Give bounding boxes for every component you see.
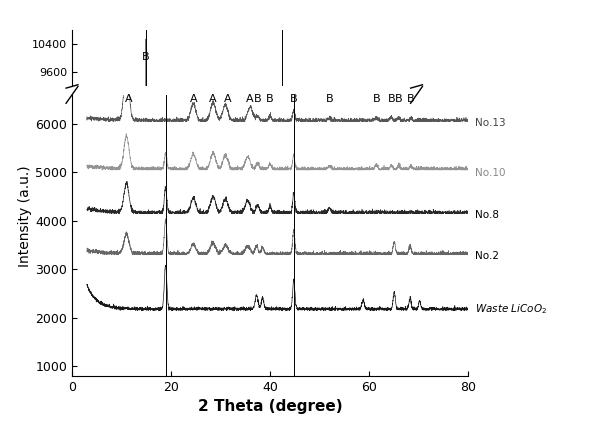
Text: B: B <box>266 94 274 104</box>
Text: No.2: No.2 <box>475 251 499 260</box>
Text: B: B <box>326 94 333 104</box>
X-axis label: 2 Theta (degree): 2 Theta (degree) <box>197 399 343 414</box>
Text: A: A <box>247 94 254 104</box>
Text: No.13: No.13 <box>475 118 506 128</box>
Text: No.10: No.10 <box>475 168 506 178</box>
Text: B: B <box>142 52 150 62</box>
Text: A: A <box>224 94 232 104</box>
Text: Waste LiCoO$_2$: Waste LiCoO$_2$ <box>475 302 548 316</box>
Text: A: A <box>125 94 133 104</box>
Text: B: B <box>388 94 395 104</box>
Text: Intensity (a.u.): Intensity (a.u.) <box>18 165 32 267</box>
Text: A: A <box>190 94 197 104</box>
Text: B: B <box>407 94 415 104</box>
Text: B: B <box>254 94 262 104</box>
Text: B: B <box>395 94 403 104</box>
Text: No.8: No.8 <box>475 210 499 219</box>
Text: B: B <box>290 94 298 104</box>
Text: B: B <box>373 94 380 104</box>
Text: A: A <box>209 94 217 104</box>
